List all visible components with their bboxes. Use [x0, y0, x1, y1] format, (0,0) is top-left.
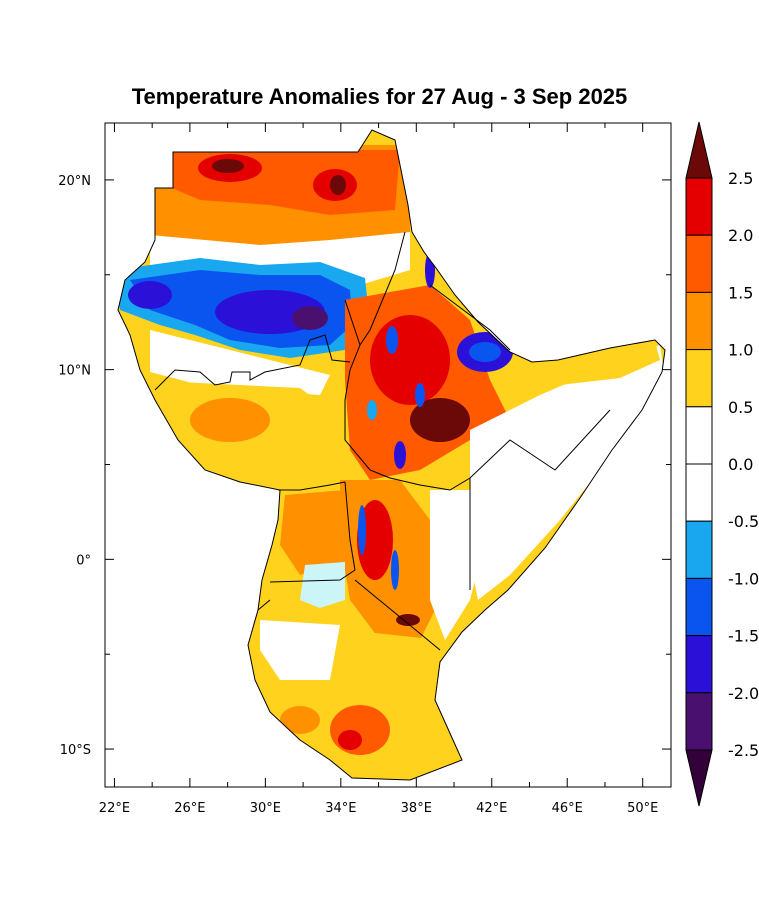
plot-frame — [104, 122, 672, 788]
colorbar-segment — [685, 577, 713, 637]
lon-tick-label: 30°E — [250, 801, 281, 816]
colorbar-segment — [685, 291, 713, 351]
colorbar-label: -2.0 — [728, 684, 759, 703]
lon-tick-label: 34°E — [325, 801, 356, 816]
lat-tick-label: 0° — [76, 553, 91, 568]
colorbar-arrow-bottom — [685, 749, 713, 807]
colorbar-label: -0.5 — [728, 512, 759, 531]
colorbar-arrow-top — [685, 121, 713, 179]
colorbar-label: 1.0 — [728, 341, 753, 360]
colorbar-label: -2.5 — [728, 741, 759, 760]
colorbar-segment — [685, 234, 713, 293]
colorbar-segment — [685, 463, 713, 522]
colorbar-segment — [685, 520, 713, 579]
lat-tick-label: 10°N — [58, 364, 91, 379]
lon-tick-label: 50°E — [627, 801, 658, 816]
colorbar-label: 0.0 — [728, 455, 753, 474]
colorbar-label: 1.5 — [728, 283, 753, 302]
colorbar-segment — [685, 177, 713, 236]
colorbar-segment — [685, 635, 713, 694]
colorbar-label: -1.0 — [728, 569, 759, 588]
country-borders — [117, 129, 666, 781]
colorbar-label: 2.5 — [728, 169, 753, 188]
colorbar: 2.5 2.0 1.5 1.0 0.5 0.0 -0.5 -1.0 -1.5 -2.0 -2.5 — [685, 121, 759, 807]
colorbar-label: 0.5 — [728, 398, 753, 417]
lon-tick-label: 42°E — [476, 801, 507, 816]
colorbar-segment — [685, 406, 713, 465]
map-title: Temperature Anomalies for 27 Aug - 3 Sep… — [131, 84, 628, 109]
lat-tick-label: 20°N — [58, 174, 91, 189]
colorbar-segment — [685, 692, 713, 751]
lon-tick-label: 26°E — [174, 801, 205, 816]
colorbar-label: 2.0 — [728, 226, 753, 245]
axis-ticks: 22°E 26°E 30°E 34°E 38°E 42°E 46°E 50°E 20°N 10°N… — [58, 123, 671, 816]
colorbar-label: -1.5 — [728, 627, 759, 646]
lon-tick-label: 22°E — [99, 801, 130, 816]
lat-tick-label: 10°S — [60, 743, 91, 758]
lon-tick-label: 46°E — [552, 801, 583, 816]
lon-tick-label: 38°E — [401, 801, 432, 816]
colorbar-segment — [685, 349, 713, 408]
